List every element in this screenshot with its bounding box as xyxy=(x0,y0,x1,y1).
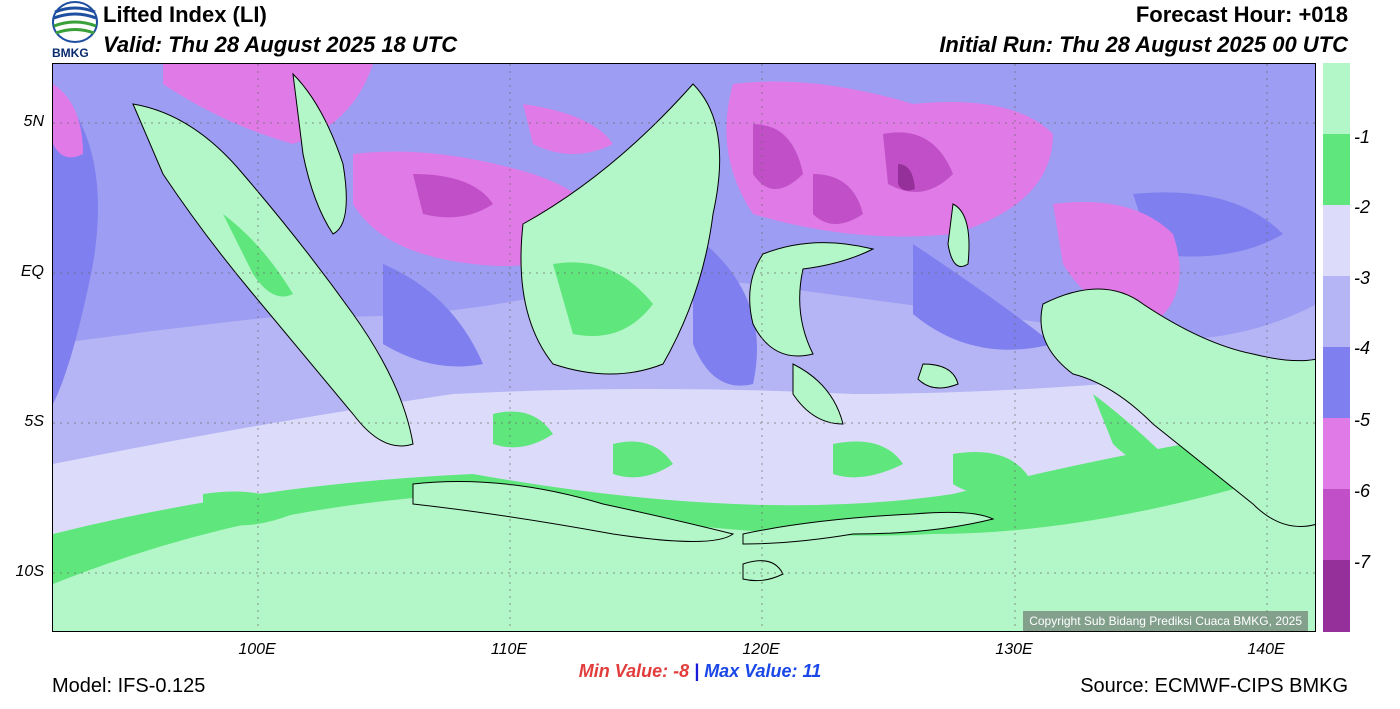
legend-label-neg2: -2 xyxy=(1354,197,1371,217)
logo-text: BMKG xyxy=(52,46,89,60)
lifted-index-map xyxy=(52,63,1316,632)
map-field xyxy=(53,64,1315,631)
bmkg-logo: BMKG xyxy=(50,0,100,62)
legend-label-neg4: -4 xyxy=(1354,338,1371,358)
copyright-notice: Copyright Sub Bidang Prediksi Cuaca BMKG… xyxy=(1023,611,1308,631)
forecast-hour: Forecast Hour: +018 xyxy=(1135,2,1348,27)
lon-label-120e: 120E xyxy=(742,641,780,658)
legend-label-neg5: -5 xyxy=(1354,410,1371,430)
lon-label-140e: 140E xyxy=(1247,641,1285,658)
legend-swatch-3 xyxy=(1323,276,1350,347)
bmkg-emblem-icon xyxy=(52,1,98,43)
legend-label-neg7: -7 xyxy=(1354,552,1371,572)
min-max-separator: | xyxy=(694,661,700,681)
min-value: Min Value: -8 xyxy=(578,661,690,681)
legend-label-neg6: -6 xyxy=(1354,481,1371,501)
lon-label-110e: 110E xyxy=(490,641,528,658)
legend-swatch-5 xyxy=(1323,418,1350,489)
legend-swatch-1 xyxy=(1323,134,1350,205)
lat-label-5s: 5S xyxy=(24,413,44,430)
legend-label-neg1: -1 xyxy=(1354,127,1371,147)
initial-run: Initial Run: Thu 28 August 2025 00 UTC xyxy=(939,32,1348,57)
legend-swatch-4 xyxy=(1323,347,1350,418)
legend-swatch-6 xyxy=(1323,489,1350,560)
legend-swatch-2 xyxy=(1323,205,1350,276)
lat-label-10s: 10S xyxy=(15,563,44,580)
lat-label-5n: 5N xyxy=(23,113,44,130)
max-value: Max Value: 11 xyxy=(704,661,822,681)
min-max-values: Min Value: -8 | Max Value: 11 xyxy=(0,661,1400,682)
model-name: Model: IFS-0.125 xyxy=(52,675,206,697)
legend-swatch-0 xyxy=(1323,63,1350,134)
legend-swatch-7 xyxy=(1323,560,1350,632)
map-title: Lifted Index (LI) xyxy=(103,2,267,27)
data-source: Source: ECMWF-CIPS BMKG xyxy=(1080,675,1348,697)
valid-time: Valid: Thu 28 August 2025 18 UTC xyxy=(103,32,458,57)
lat-label-eq: EQ xyxy=(20,263,44,280)
legend-colorbar xyxy=(1323,63,1350,632)
lon-label-100e: 100E xyxy=(238,641,276,658)
lon-label-130e: 130E xyxy=(995,641,1033,658)
legend-label-neg3: -3 xyxy=(1354,268,1371,288)
